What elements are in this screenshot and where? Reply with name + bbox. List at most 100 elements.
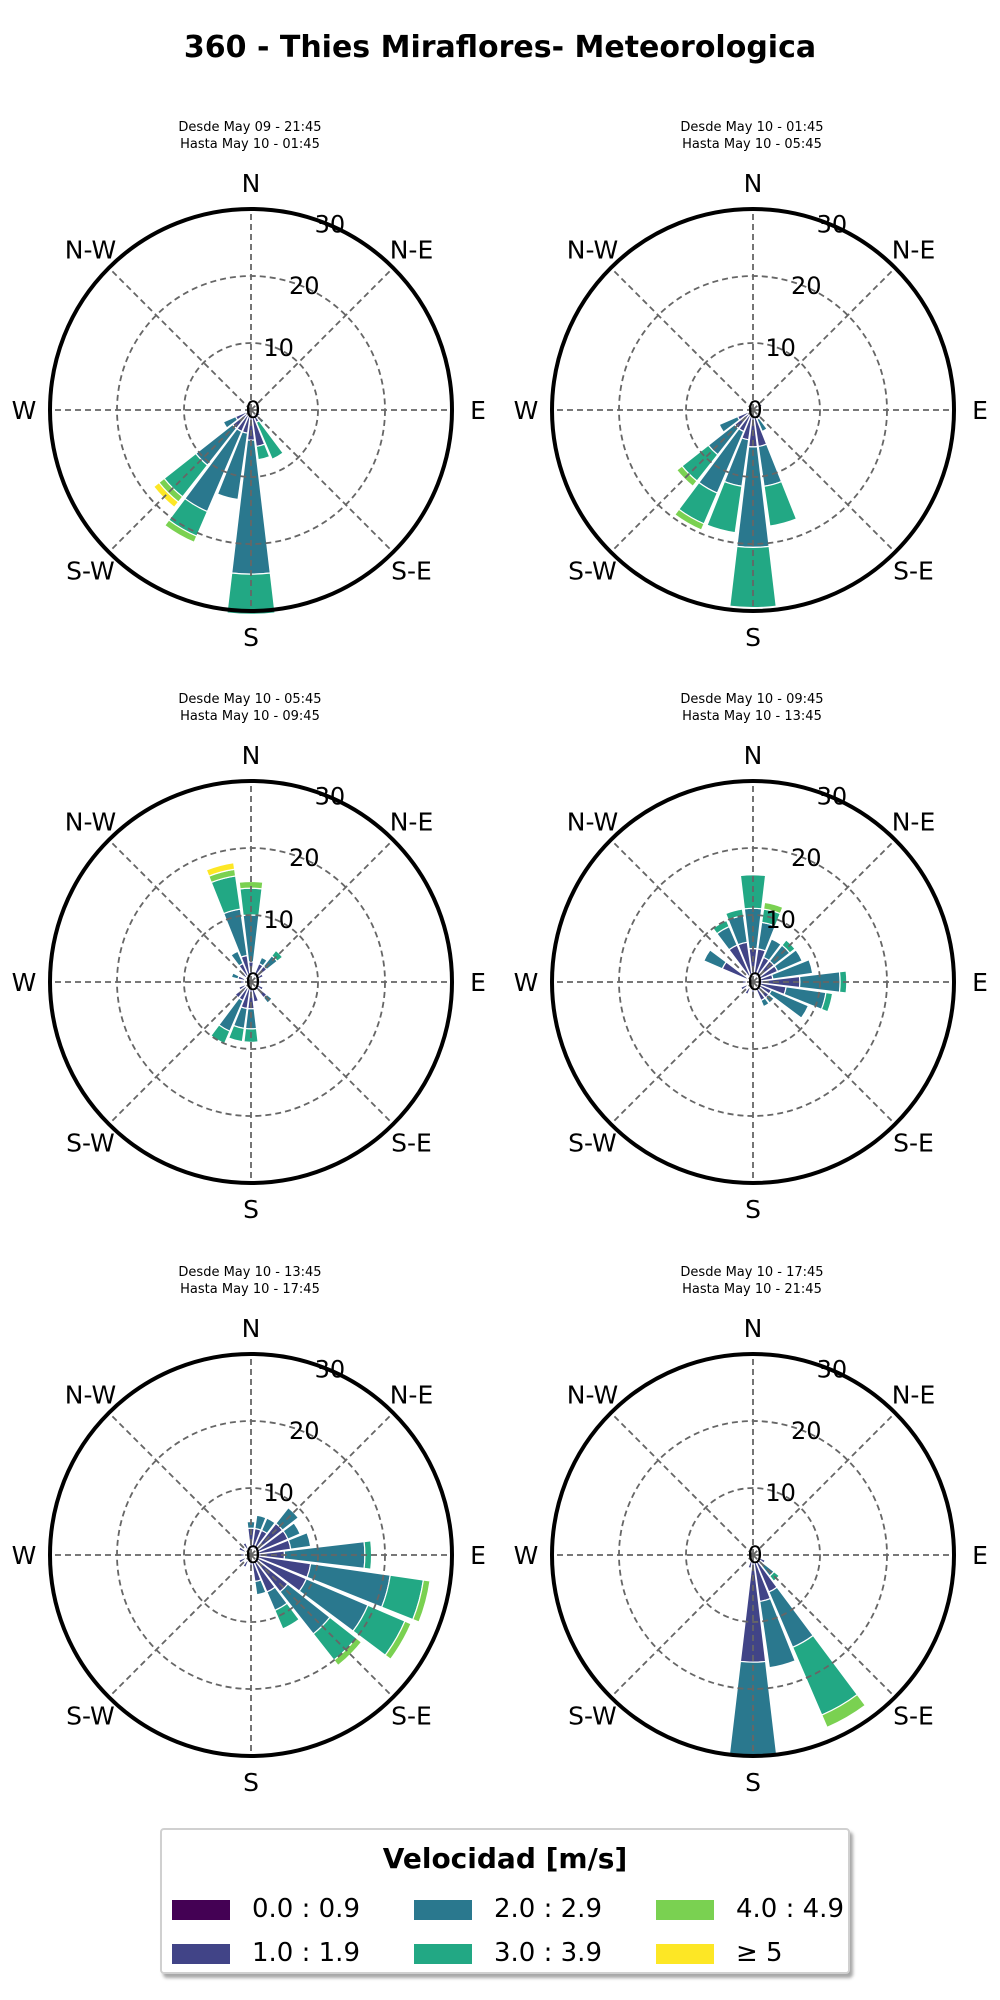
windrose-panel-4: Desde May 10 - 09:45 Hasta May 10 - 13:45… [502, 572, 1000, 1224]
direction-label-S-E: S-E [391, 1702, 432, 1731]
radial-tick-label-0: 0 [747, 968, 762, 996]
grid-spoke-N-W [108, 267, 252, 411]
direction-label-S: S [745, 623, 761, 652]
direction-label-N: N [242, 741, 261, 770]
direction-label-N-W: N-W [65, 807, 116, 836]
outer-circle [48, 207, 454, 613]
direction-label-S-E: S-E [893, 1702, 934, 1731]
radial-tick-label-0: 0 [245, 968, 260, 996]
direction-label-S: S [745, 1768, 761, 1797]
period-to: Hasta May 10 - 17:45 [180, 1282, 320, 1297]
grid-spoke-S-W [108, 1554, 252, 1698]
period-to: Hasta May 10 - 05:45 [682, 137, 822, 152]
bar-segment-dir150-bin2 [760, 997, 770, 1008]
grid-circle-10 [183, 342, 319, 478]
radial-tick-label-10: 10 [765, 906, 796, 934]
direction-label-N: N [242, 1314, 261, 1343]
grid-spoke-N-W [610, 1412, 754, 1556]
outer-circle [48, 1352, 454, 1758]
bar-segment-dir150-bin3 [274, 1602, 300, 1630]
bar-segment-dir150-bin4 [820, 1693, 867, 1729]
direction-label-W: W [514, 1541, 539, 1570]
bar-segment-dir165-bin3 [255, 443, 271, 461]
windrose-plot: 0 10 20 30 N N-E E S-E S S-W W N-W [12, 741, 486, 1224]
period-from: Desde May 09 - 21:45 [178, 120, 322, 135]
grid-spoke-N-W [610, 839, 754, 983]
direction-label-N-E: N-E [892, 235, 936, 264]
bar-segment-dir300-bin2 [702, 949, 727, 970]
period-to: Hasta May 10 - 09:45 [180, 709, 320, 724]
bar-segment-dir75-bin2 [287, 1531, 312, 1550]
legend-label-4: 4.0 : 4.9 [736, 1894, 844, 1924]
bar-segment-dir150-bin2 [756, 417, 768, 433]
bar-segment-dir165-bin2 [254, 1579, 267, 1596]
grid-circle-10 [183, 1487, 319, 1623]
grid-spoke-S-W [610, 981, 754, 1125]
windrose-panel-3: Desde May 10 - 05:45 Hasta May 10 - 09:45… [0, 572, 500, 1224]
direction-label-W: W [12, 1541, 37, 1570]
legend-label-0: 0.0 : 0.9 [252, 1894, 360, 1924]
radial-tick-label-10: 10 [263, 1479, 294, 1507]
bar-segment-dir210-bin1 [242, 1559, 250, 1569]
period-to: Hasta May 10 - 01:45 [180, 137, 320, 152]
radial-tick-label-30: 30 [315, 210, 346, 238]
legend-label-3: 3.0 : 3.9 [494, 1938, 602, 1968]
legend-swatch-3 [414, 1944, 472, 1964]
direction-label-N-W: N-W [65, 1380, 116, 1409]
bar-segment-dir330-bin2 [230, 950, 244, 967]
legend-swatch-0 [172, 1900, 230, 1920]
bar-segment-dir195-bin1 [747, 1560, 753, 1569]
radial-tick-label-0: 0 [747, 396, 762, 424]
radial-tick-label-0: 0 [245, 396, 260, 424]
radial-tick-label-30: 30 [315, 782, 346, 810]
bar-segment-dir15-bin4 [762, 901, 784, 915]
direction-label-S-W: S-W [568, 557, 617, 586]
chart-title: 360 - Thies Miraflores- Meteorologica [183, 30, 817, 65]
grid-spoke-N-E [250, 839, 394, 983]
grid-spoke-N-E [752, 839, 896, 983]
outer-circle [550, 779, 956, 1185]
bar-segment-dir150-bin3 [255, 419, 284, 461]
bar-segment-dir120-bin1 [252, 410, 262, 417]
direction-label-N-E: N-E [892, 1380, 936, 1409]
direction-label-N-W: N-W [65, 235, 116, 264]
bar-segment-dir15-bin2 [254, 1514, 267, 1531]
radial-tick-label-20: 20 [289, 844, 320, 872]
outer-circle [550, 207, 956, 613]
direction-label-N-E: N-E [892, 807, 936, 836]
legend-swatch-5 [656, 1944, 714, 1964]
grid-spoke-S-W [610, 1554, 754, 1698]
direction-label-N: N [744, 1314, 763, 1343]
direction-label-S-E: S-E [893, 1129, 934, 1158]
direction-label-S-W: S-W [66, 1702, 115, 1731]
radial-tick-label-30: 30 [315, 1355, 346, 1383]
direction-label-S-W: S-W [568, 1702, 617, 1731]
period-from: Desde May 10 - 05:45 [178, 692, 322, 707]
radial-tick-label-10: 10 [263, 906, 294, 934]
direction-label-E: E [470, 1541, 486, 1570]
radial-tick-label-30: 30 [817, 210, 848, 238]
legend: Velocidad [m/s] 0.0 : 0.9 1.0 : 1.9 2.0 … [160, 1828, 850, 1974]
direction-label-W: W [514, 968, 539, 997]
period-from: Desde May 10 - 01:45 [680, 120, 824, 135]
grid-spoke-N-W [610, 267, 754, 411]
legend-label-1: 1.0 : 1.9 [252, 1938, 360, 1968]
bar-segment-dir240-bin1 [739, 983, 749, 991]
grid-spoke-S-E [752, 409, 896, 553]
legend-label-2: 2.0 : 2.9 [494, 1894, 602, 1924]
bar-segment-dir290-bin2 [230, 972, 240, 980]
bar-segment-dir240-bin2 [222, 415, 239, 429]
grid-spoke-N-E [250, 267, 394, 411]
direction-label-W: W [12, 396, 37, 425]
bar-segment-dir165-bin2 [759, 1597, 796, 1669]
grid-spoke-S-E [250, 1554, 394, 1698]
direction-label-N: N [744, 741, 763, 770]
legend-swatch-1 [172, 1944, 230, 1964]
bar-segment-dir195-bin2 [216, 431, 249, 501]
bar-segment-dir240-bin1 [237, 1556, 247, 1564]
direction-label-E: E [972, 396, 988, 425]
period-from: Desde May 10 - 13:45 [178, 1265, 322, 1280]
direction-label-N-W: N-W [567, 807, 618, 836]
grid-circle-10 [685, 1487, 821, 1623]
bar-segment-dir0-bin4 [238, 880, 264, 890]
